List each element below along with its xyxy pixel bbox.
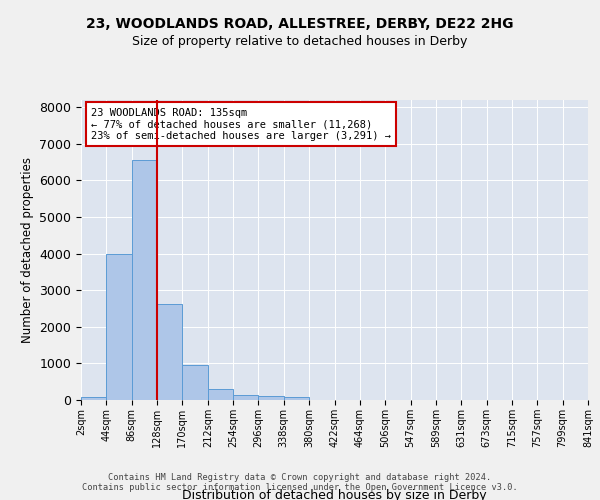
Bar: [157, 304, 182, 400]
Y-axis label: Number of detached properties: Number of detached properties: [21, 157, 34, 343]
Bar: [106, 254, 132, 400]
Bar: [81, 397, 106, 400]
Text: Size of property relative to detached houses in Derby: Size of property relative to detached ho…: [133, 35, 467, 48]
Text: 23, WOODLANDS ROAD, ALLESTREE, DERBY, DE22 2HG: 23, WOODLANDS ROAD, ALLESTREE, DERBY, DE…: [86, 18, 514, 32]
Bar: [132, 160, 157, 400]
Bar: [259, 396, 284, 400]
Text: Contains HM Land Registry data © Crown copyright and database right 2024.
Contai: Contains HM Land Registry data © Crown c…: [82, 473, 518, 492]
Bar: [284, 397, 309, 400]
Bar: [233, 395, 259, 400]
Text: 23 WOODLANDS ROAD: 135sqm
← 77% of detached houses are smaller (11,268)
23% of s: 23 WOODLANDS ROAD: 135sqm ← 77% of detac…: [91, 108, 391, 140]
X-axis label: Distribution of detached houses by size in Derby: Distribution of detached houses by size …: [182, 489, 487, 500]
Bar: [182, 365, 208, 400]
Bar: [208, 388, 233, 400]
